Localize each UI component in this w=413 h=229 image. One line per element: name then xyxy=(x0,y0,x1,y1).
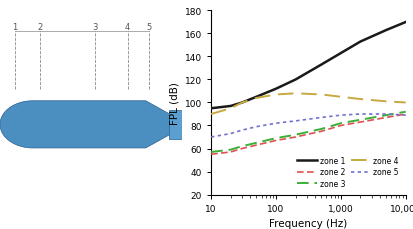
zone 3 xyxy=(337,122,342,125)
zone 4 xyxy=(402,102,407,104)
zone 1 xyxy=(228,105,233,108)
Text: 5: 5 xyxy=(146,23,152,32)
zone 2 xyxy=(318,130,323,133)
Line: zone 4: zone 4 xyxy=(211,94,405,114)
Legend: zone 1, zone 2, zone 3, zone 4, zone 5: zone 1, zone 2, zone 3, zone 4, zone 5 xyxy=(294,153,401,191)
zone 4 xyxy=(254,97,259,100)
Text: 4: 4 xyxy=(125,23,130,32)
zone 2 xyxy=(273,139,278,142)
zone 1 xyxy=(337,52,342,55)
zone 1 xyxy=(273,88,278,91)
zone 1 xyxy=(402,22,407,24)
zone 2 xyxy=(337,125,342,127)
zone 5 xyxy=(254,126,259,128)
zone 3 xyxy=(228,149,233,151)
Polygon shape xyxy=(169,110,182,139)
Line: zone 5: zone 5 xyxy=(211,114,405,137)
zone 5 xyxy=(239,129,244,132)
Line: zone 1: zone 1 xyxy=(211,23,405,109)
zone 4 xyxy=(228,107,233,110)
Text: 3: 3 xyxy=(92,23,97,32)
zone 5 xyxy=(208,136,213,139)
Line: zone 3: zone 3 xyxy=(211,112,405,152)
zone 1 xyxy=(318,64,323,67)
zone 2 xyxy=(402,113,407,116)
Polygon shape xyxy=(0,101,171,148)
zone 1 xyxy=(208,107,213,110)
zone 3 xyxy=(357,119,362,122)
zone 1 xyxy=(292,79,297,82)
zone 4 xyxy=(208,113,213,116)
zone 2 xyxy=(357,121,362,124)
zone 3 xyxy=(292,134,297,136)
zone 3 xyxy=(273,137,278,140)
zone 1 xyxy=(383,30,388,32)
zone 5 xyxy=(228,133,233,135)
zone 2 xyxy=(383,117,388,119)
zone 1 xyxy=(254,96,259,99)
zone 2 xyxy=(228,151,233,154)
Y-axis label: FPL (dB): FPL (dB) xyxy=(169,82,179,124)
zone 2 xyxy=(239,147,244,150)
zone 2 xyxy=(292,136,297,139)
zone 4 xyxy=(383,101,388,103)
zone 3 xyxy=(208,151,213,154)
zone 5 xyxy=(292,120,297,123)
zone 3 xyxy=(239,145,244,148)
Line: zone 2: zone 2 xyxy=(211,114,405,155)
zone 5 xyxy=(383,113,388,116)
zone 5 xyxy=(357,113,362,116)
zone 4 xyxy=(318,94,323,96)
zone 3 xyxy=(383,114,388,117)
X-axis label: Frequency (Hz): Frequency (Hz) xyxy=(268,218,347,228)
zone 5 xyxy=(402,114,407,117)
zone 5 xyxy=(273,122,278,125)
zone 2 xyxy=(254,144,259,147)
zone 5 xyxy=(337,114,342,117)
zone 4 xyxy=(357,98,362,101)
zone 3 xyxy=(402,111,407,114)
Text: 2: 2 xyxy=(37,23,43,32)
zone 4 xyxy=(337,96,342,99)
zone 3 xyxy=(254,142,259,144)
zone 1 xyxy=(239,102,244,104)
zone 4 xyxy=(239,102,244,104)
zone 3 xyxy=(318,128,323,131)
zone 5 xyxy=(318,117,323,119)
zone 4 xyxy=(273,94,278,96)
zone 1 xyxy=(357,41,362,44)
Text: 1: 1 xyxy=(12,23,17,32)
zone 4 xyxy=(292,93,297,95)
zone 2 xyxy=(208,153,213,156)
